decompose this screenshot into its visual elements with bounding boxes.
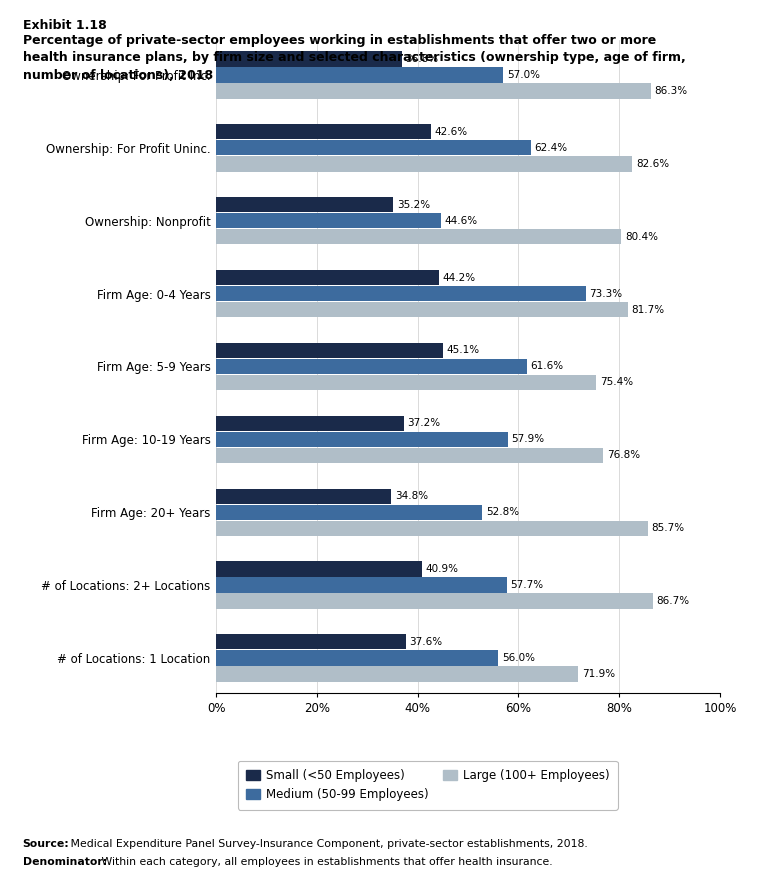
Text: 86.3%: 86.3%: [655, 86, 688, 96]
Bar: [216, 343, 443, 358]
Text: Exhibit 1.18: Exhibit 1.18: [23, 19, 106, 32]
Text: 75.4%: 75.4%: [600, 377, 633, 388]
Text: 85.7%: 85.7%: [652, 524, 684, 533]
Bar: [216, 650, 498, 666]
Bar: [216, 488, 391, 504]
Bar: [216, 448, 603, 463]
Bar: [216, 270, 439, 285]
Text: Medical Expenditure Panel Survey-Insurance Component, private-sector establishme: Medical Expenditure Panel Survey-Insuran…: [67, 840, 587, 849]
Bar: [216, 140, 531, 155]
Bar: [216, 229, 622, 245]
Bar: [216, 634, 406, 650]
Bar: [216, 416, 403, 431]
Text: 45.1%: 45.1%: [447, 345, 480, 356]
Text: 73.3%: 73.3%: [589, 289, 622, 298]
Text: 36.8%: 36.8%: [405, 54, 438, 64]
Text: 37.6%: 37.6%: [409, 637, 442, 647]
Bar: [216, 51, 402, 66]
Bar: [216, 577, 507, 592]
Text: Denominator:: Denominator:: [23, 857, 107, 867]
Legend: Small (<50 Employees), Medium (50-99 Employees), Large (100+ Employees): Small (<50 Employees), Medium (50-99 Emp…: [238, 761, 618, 810]
Text: 40.9%: 40.9%: [426, 564, 459, 574]
Text: 80.4%: 80.4%: [625, 231, 658, 242]
Text: 56.0%: 56.0%: [502, 653, 535, 663]
Text: 35.2%: 35.2%: [397, 200, 430, 209]
Bar: [216, 521, 648, 536]
Bar: [216, 83, 651, 99]
Text: 44.2%: 44.2%: [443, 273, 475, 283]
Text: 82.6%: 82.6%: [636, 159, 669, 169]
Bar: [216, 562, 422, 577]
Bar: [216, 125, 431, 140]
Text: 86.7%: 86.7%: [656, 596, 690, 606]
Bar: [216, 156, 632, 171]
Text: Within each category, all employees in establishments that offer health insuranc: Within each category, all employees in e…: [98, 857, 553, 867]
Bar: [216, 593, 653, 608]
Text: 61.6%: 61.6%: [530, 361, 563, 372]
Text: 62.4%: 62.4%: [534, 143, 567, 153]
Text: 44.6%: 44.6%: [444, 215, 478, 226]
Bar: [216, 358, 527, 374]
Text: 37.2%: 37.2%: [407, 419, 440, 428]
Bar: [216, 197, 393, 212]
Bar: [216, 213, 441, 229]
Bar: [216, 667, 578, 682]
Text: 81.7%: 81.7%: [631, 305, 665, 314]
Text: 34.8%: 34.8%: [395, 491, 428, 502]
Bar: [216, 302, 628, 317]
Text: Source:: Source:: [23, 840, 70, 849]
Text: 57.0%: 57.0%: [507, 70, 540, 80]
Bar: [216, 375, 596, 390]
Text: 42.6%: 42.6%: [434, 127, 468, 137]
Text: 52.8%: 52.8%: [486, 507, 518, 517]
Text: Percentage of private-sector employees working in establishments that offer two : Percentage of private-sector employees w…: [23, 34, 685, 81]
Text: 71.9%: 71.9%: [582, 669, 615, 679]
Bar: [216, 67, 503, 83]
Text: 57.9%: 57.9%: [512, 434, 544, 444]
Bar: [216, 286, 585, 301]
Text: 57.7%: 57.7%: [510, 580, 543, 590]
Bar: [216, 432, 508, 447]
Bar: [216, 504, 482, 520]
Text: 76.8%: 76.8%: [606, 450, 640, 460]
